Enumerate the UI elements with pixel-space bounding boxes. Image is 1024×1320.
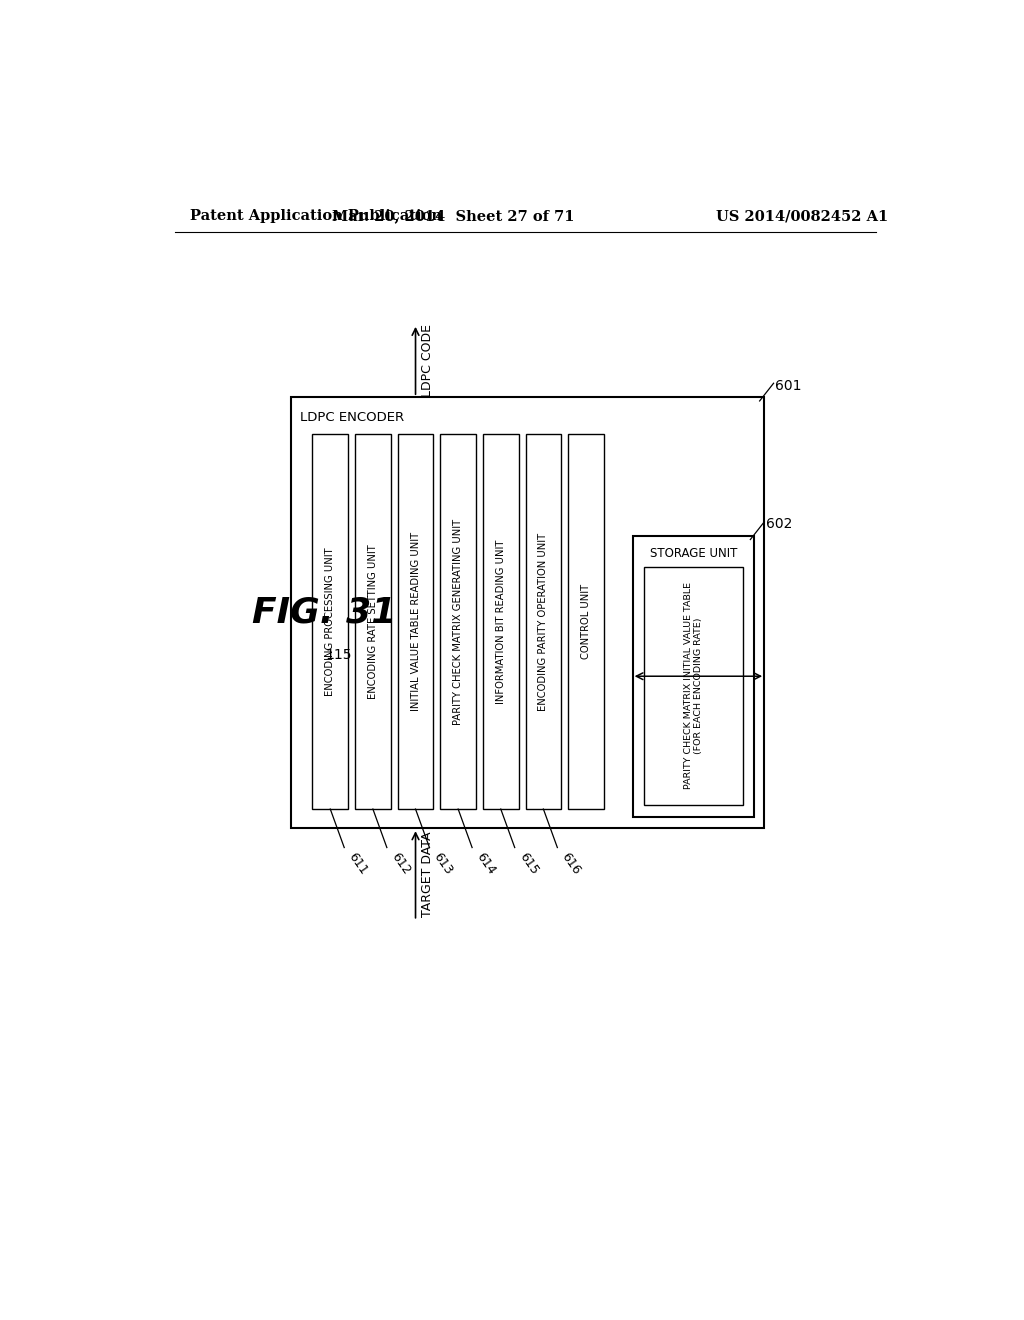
Bar	[568, 434, 604, 809]
Text: CONTROL UNIT: CONTROL UNIT	[581, 583, 591, 659]
Text: 616: 616	[559, 850, 583, 878]
Text: 602: 602	[766, 517, 793, 531]
Text: LDPC CODE: LDPC CODE	[421, 323, 434, 397]
Text: Patent Application Publication: Patent Application Publication	[190, 209, 442, 223]
Bar	[633, 536, 755, 817]
Bar	[525, 434, 561, 809]
Text: PARITY CHECK MATRIX GENERATING UNIT: PARITY CHECK MATRIX GENERATING UNIT	[454, 519, 463, 725]
Text: FIG. 31: FIG. 31	[252, 595, 396, 630]
Bar	[644, 566, 743, 805]
Text: PARITY CHECK MATRIX INITIAL VALUE TABLE
(FOR EACH ENCODING RATE): PARITY CHECK MATRIX INITIAL VALUE TABLE …	[684, 582, 703, 789]
Bar	[483, 434, 518, 809]
Text: STORAGE UNIT: STORAGE UNIT	[650, 548, 737, 560]
Text: LDPC ENCODER: LDPC ENCODER	[300, 411, 404, 424]
Text: 612: 612	[388, 850, 413, 878]
Text: 613: 613	[431, 850, 456, 878]
Text: 611: 611	[346, 850, 370, 878]
Text: ENCODING PROCESSING UNIT: ENCODING PROCESSING UNIT	[326, 548, 335, 696]
Bar	[355, 434, 391, 809]
Text: 115: 115	[326, 648, 352, 663]
Text: 614: 614	[474, 850, 498, 878]
Text: TARGET DATA: TARGET DATA	[421, 832, 434, 917]
Bar	[397, 434, 433, 809]
Text: Mar. 20, 2014  Sheet 27 of 71: Mar. 20, 2014 Sheet 27 of 71	[332, 209, 574, 223]
Bar	[440, 434, 476, 809]
Bar	[312, 434, 348, 809]
Text: 601: 601	[775, 379, 802, 392]
Text: 615: 615	[516, 850, 541, 878]
Text: ENCODING RATE SETTING UNIT: ENCODING RATE SETTING UNIT	[368, 544, 378, 698]
Text: INITIAL VALUE TABLE READING UNIT: INITIAL VALUE TABLE READING UNIT	[411, 532, 421, 711]
Text: INFORMATION BIT READING UNIT: INFORMATION BIT READING UNIT	[496, 540, 506, 704]
Text: US 2014/0082452 A1: US 2014/0082452 A1	[716, 209, 889, 223]
Bar	[291, 397, 764, 829]
Text: ENCODING PARITY OPERATION UNIT: ENCODING PARITY OPERATION UNIT	[539, 532, 549, 710]
